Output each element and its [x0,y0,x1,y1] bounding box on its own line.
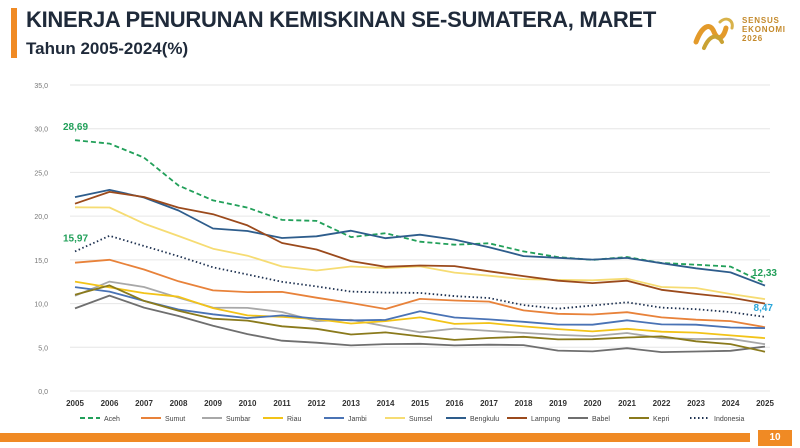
sensus-ekonomi-logo-icon [693,17,734,50]
legend-label: Aceh [104,416,120,423]
logo-line-1: SENSUS [742,16,780,25]
x-tick-label: 2016 [446,399,464,408]
legend-label: Sumut [165,416,185,423]
logo-line-2: EKONOMI [742,25,786,34]
x-tick-label: 2023 [687,399,705,408]
page-subtitle: Tahun 2005-2024(%) [26,39,189,58]
y-tick-label: 10,0 [34,302,48,309]
y-tick-label: 25,0 [34,170,48,177]
page-title: KINERJA PENURUNAN KEMISKINAN SE-SUMATERA… [26,7,657,32]
series-line-kepri [74,284,766,353]
legend-label: Riau [287,416,302,423]
y-tick-label: 30,0 [34,127,48,134]
legend-label: Indonesia [714,416,744,423]
series-line-indonesia [74,234,766,318]
series-line-sumsel [74,206,766,300]
x-tick-label: 2025 [756,399,774,408]
x-tick-label: 2020 [584,399,602,408]
series-line-sumut [74,258,766,329]
x-tick-label: 2013 [342,399,360,408]
x-tick-label: 2010 [239,399,257,408]
y-tick-label: 0,0 [38,389,48,396]
legend-label: Kepri [653,416,670,423]
x-tick-label: 2005 [66,399,84,408]
series-line-aceh [74,139,766,285]
data-label: 8,47 [754,303,774,314]
logo-wordmark: SENSUS EKONOMI 2026 [742,16,786,43]
x-tick-label: 2021 [618,399,636,408]
x-tick-label: 2019 [549,399,567,408]
y-tick-label: 35,0 [34,83,48,90]
legend-label: Sumbar [226,416,251,423]
legend-label: Lampung [531,416,560,423]
x-tick-label: 2009 [204,399,222,408]
series-line-lampung [74,190,766,305]
legend-label: Babel [592,416,610,423]
series-line-riau [74,280,766,339]
series-line-sumbar [74,280,766,346]
x-tick-label: 2018 [515,399,533,408]
x-tick-label: 2006 [101,399,119,408]
series-line-babel [74,294,766,354]
x-tick-label: 2008 [170,399,188,408]
title-accent-bar [11,8,17,58]
x-tick-label: 2022 [653,399,671,408]
data-label: 28,69 [63,122,88,133]
page-number: 10 [758,430,792,446]
y-tick-label: 5,0 [38,345,48,352]
logo-line-3: 2026 [742,34,763,43]
series-line-bengkulu [74,188,766,287]
x-tick-label: 2015 [411,399,429,408]
series-line-jambi [74,286,766,329]
y-tick-label: 20,0 [34,214,48,221]
x-tick-label: 2012 [308,399,326,408]
x-tick-label: 2024 [722,399,740,408]
data-label: 12,33 [752,268,777,279]
legend-label: Jambi [348,416,367,423]
x-tick-label: 2011 [273,399,291,408]
legend-label: Bengkulu [470,416,499,423]
footer-bar [0,433,750,442]
data-label: 15,97 [63,233,88,244]
x-tick-label: 2017 [480,399,498,408]
x-tick-label: 2014 [377,399,395,408]
legend-label: Sumsel [409,416,433,423]
y-tick-label: 15,0 [34,258,48,265]
x-tick-label: 2007 [135,399,153,408]
